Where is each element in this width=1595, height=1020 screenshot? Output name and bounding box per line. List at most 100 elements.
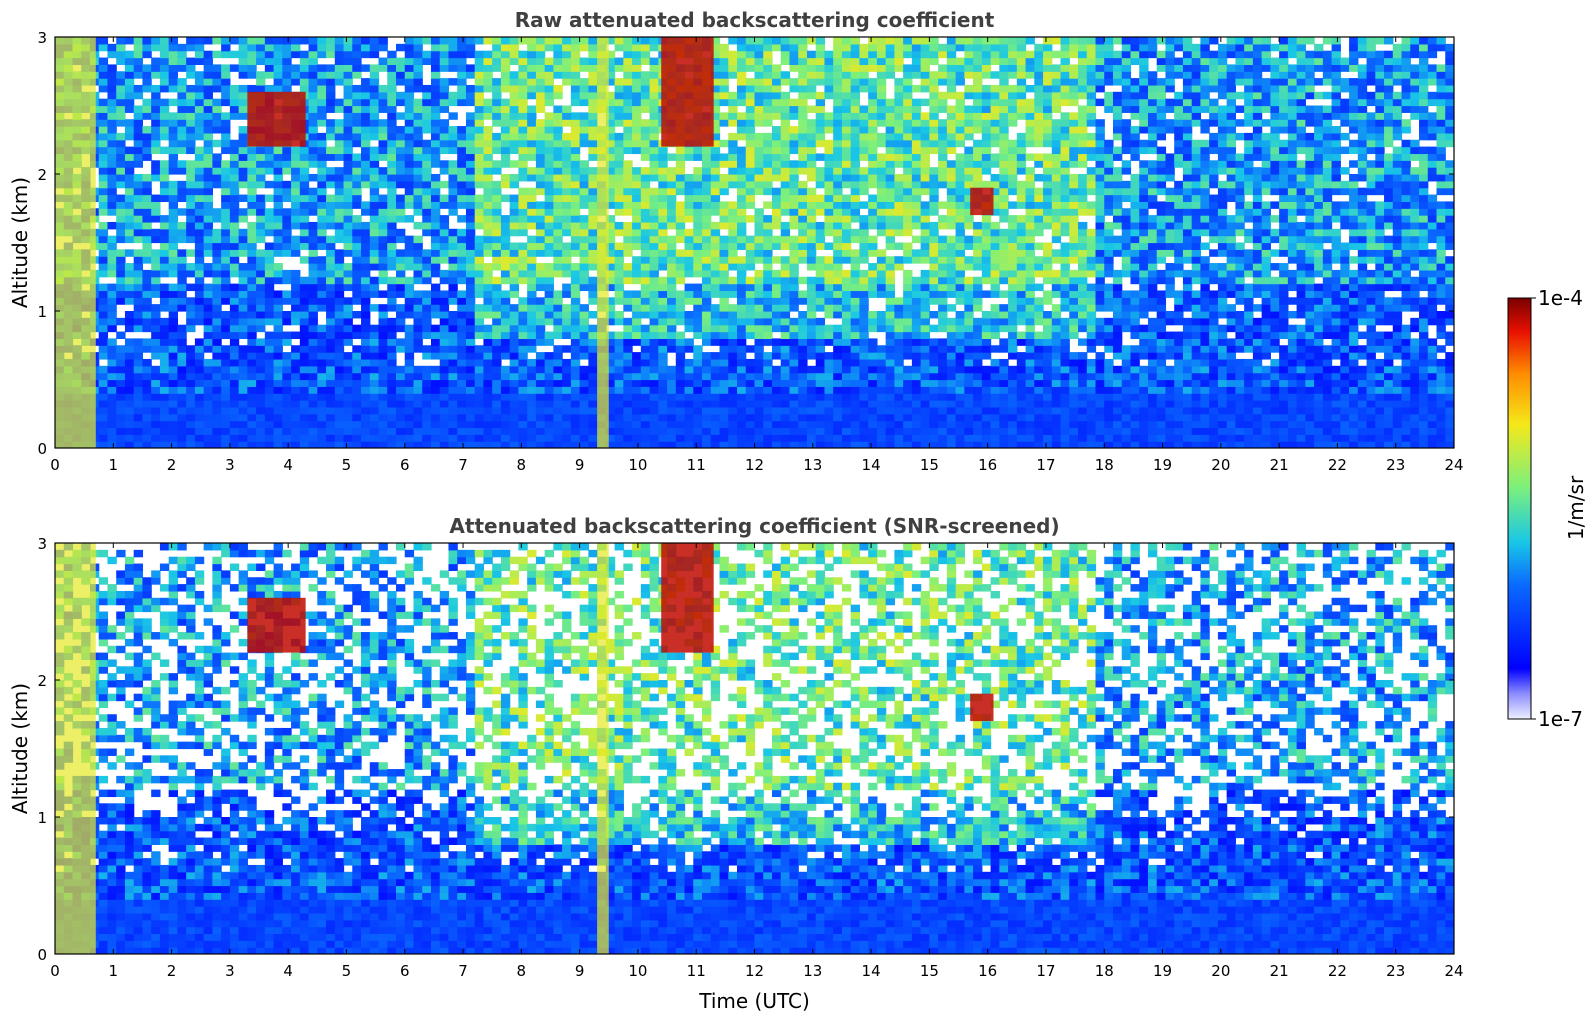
heatmap-cell	[299, 50, 310, 59]
heatmap-cell	[98, 311, 109, 319]
heatmap-cell	[317, 263, 327, 271]
heatmap-cell	[579, 276, 589, 285]
heatmap-cell	[221, 393, 231, 401]
heatmap-cell	[693, 167, 703, 175]
heatmap-cell	[605, 386, 616, 394]
heatmap-cell	[824, 84, 834, 93]
heatmap-cell	[352, 187, 362, 196]
chart-title: Raw attenuated backscattering coefficien…	[515, 8, 995, 32]
heatmap-cell	[500, 235, 511, 244]
heatmap-cell	[798, 98, 808, 107]
heatmap-cell	[203, 160, 213, 168]
heatmap-cell	[124, 153, 135, 161]
heatmap-cell	[719, 434, 729, 442]
heatmap-cell	[194, 420, 205, 429]
heatmap-cell	[806, 37, 817, 45]
heatmap-cell	[116, 420, 126, 429]
heatmap-cell	[824, 331, 834, 339]
heatmap-cell	[527, 331, 537, 339]
heatmap-cell	[850, 304, 861, 312]
heatmap-cell	[745, 249, 756, 257]
heatmap-cell	[317, 256, 327, 264]
heatmap-cell	[824, 256, 834, 264]
heatmap-cell	[212, 64, 222, 72]
heatmap-cell	[430, 174, 441, 182]
heatmap-cell	[553, 331, 563, 339]
heatmap-cell	[256, 290, 266, 298]
heatmap-cell	[570, 139, 581, 148]
heatmap-cell	[168, 71, 179, 79]
heatmap-cell	[824, 201, 834, 209]
heatmap-cell	[483, 304, 493, 312]
heatmap-cell	[737, 345, 747, 353]
heatmap-cell	[343, 57, 353, 65]
heatmap-cell	[579, 413, 589, 422]
heatmap-cell	[326, 50, 336, 59]
heatmap-cell	[728, 290, 738, 298]
heatmap-cell	[317, 98, 327, 107]
heatmap-cell	[658, 352, 668, 360]
heatmap-cell	[159, 235, 170, 244]
heatmap-cell	[737, 256, 747, 264]
heatmap-cell	[186, 263, 196, 271]
heatmap-cell	[632, 358, 642, 367]
heatmap-cell	[483, 311, 493, 319]
heatmap-cell	[133, 256, 144, 264]
heatmap-cell	[212, 84, 222, 93]
heatmap-cell	[159, 283, 170, 292]
heatmap-cell	[448, 331, 458, 339]
heatmap-cell	[780, 221, 791, 230]
heatmap-cell	[553, 311, 563, 319]
heatmap-cell	[675, 345, 686, 353]
heatmap-cell	[719, 153, 729, 161]
heatmap-cell	[186, 297, 196, 305]
heatmap-cell	[640, 297, 651, 305]
heatmap-cell	[168, 167, 179, 175]
heatmap-cell	[527, 420, 537, 429]
heatmap-cell	[299, 283, 310, 292]
heatmap-cell	[667, 365, 677, 374]
heatmap-cell	[763, 256, 773, 264]
heatmap-cell	[702, 365, 712, 374]
heatmap-cell	[352, 37, 362, 45]
heatmap-cell	[535, 276, 546, 285]
heatmap-cell	[527, 276, 537, 285]
heatmap-cell	[247, 208, 257, 216]
heatmap-cell	[518, 249, 528, 257]
heatmap-cell	[422, 50, 432, 59]
heatmap-cell	[308, 256, 318, 264]
heatmap-cell	[667, 242, 677, 250]
heatmap-cell	[282, 311, 292, 319]
heatmap-cell	[492, 400, 502, 408]
heatmap-cell	[535, 297, 546, 305]
heatmap-cell	[168, 201, 179, 209]
heatmap-cell	[562, 317, 572, 326]
heatmap-cell	[535, 50, 546, 59]
heatmap-cell	[273, 331, 283, 339]
heatmap-cell	[343, 132, 353, 141]
heatmap-cell	[159, 57, 170, 65]
heatmap-cell	[369, 187, 380, 196]
heatmap-cell	[789, 324, 799, 333]
heatmap-cell	[500, 194, 511, 202]
heatmap-cell	[588, 406, 598, 415]
heatmap-cell	[256, 215, 266, 223]
heatmap-cell	[369, 352, 380, 360]
heatmap-cell	[614, 413, 624, 422]
heatmap-cell	[98, 235, 109, 244]
heatmap-cell	[640, 84, 651, 93]
heatmap-cell	[553, 290, 563, 298]
heatmap-cell	[168, 317, 179, 326]
heatmap-cell	[194, 167, 205, 175]
heatmap-cell	[133, 290, 144, 298]
heatmap-cell	[623, 427, 633, 435]
heatmap-cell	[308, 365, 318, 374]
heatmap-cell	[632, 126, 642, 134]
heatmap-cell	[719, 139, 729, 148]
heatmap-cell	[605, 57, 616, 65]
heatmap-cell	[850, 379, 861, 387]
heatmap-cell	[798, 441, 808, 448]
heatmap-cell	[221, 43, 231, 52]
heatmap-cell	[361, 256, 371, 264]
heatmap-cell	[465, 146, 476, 155]
